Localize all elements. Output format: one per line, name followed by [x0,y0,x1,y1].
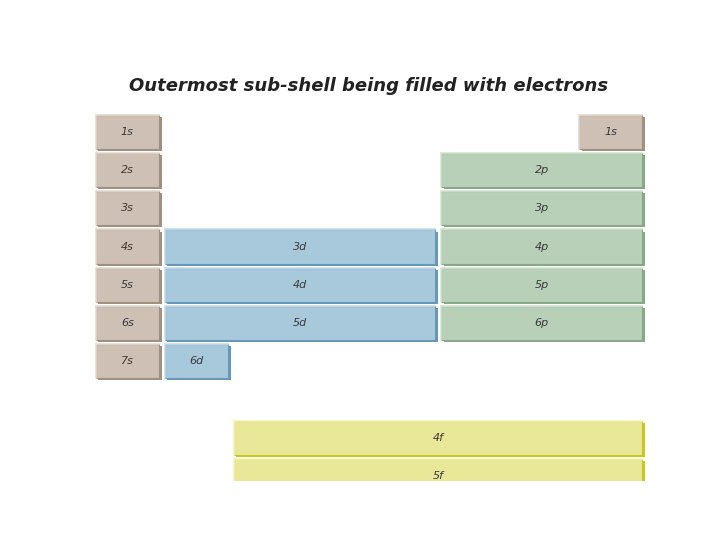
Text: 6s: 6s [121,318,134,328]
FancyBboxPatch shape [99,308,162,342]
Text: 2s: 2s [121,165,134,175]
Text: 5d: 5d [293,318,307,328]
FancyBboxPatch shape [236,461,645,495]
FancyBboxPatch shape [165,230,436,264]
FancyBboxPatch shape [441,191,642,225]
FancyBboxPatch shape [444,308,645,342]
Text: 6p: 6p [534,318,549,328]
FancyBboxPatch shape [96,306,159,340]
FancyBboxPatch shape [96,153,159,187]
FancyBboxPatch shape [441,153,642,187]
FancyBboxPatch shape [165,306,436,340]
FancyBboxPatch shape [96,268,159,302]
FancyBboxPatch shape [579,114,642,149]
Text: 7s: 7s [121,356,134,366]
FancyBboxPatch shape [444,270,645,304]
Text: 4d: 4d [293,280,307,290]
FancyBboxPatch shape [99,117,162,151]
FancyBboxPatch shape [168,270,438,304]
FancyBboxPatch shape [444,232,645,266]
FancyBboxPatch shape [234,421,642,455]
FancyBboxPatch shape [99,155,162,189]
FancyBboxPatch shape [441,268,642,302]
FancyBboxPatch shape [441,306,642,340]
FancyBboxPatch shape [96,114,159,149]
FancyBboxPatch shape [96,191,159,225]
Text: 1s: 1s [121,127,134,137]
FancyBboxPatch shape [236,423,645,457]
FancyBboxPatch shape [99,193,162,227]
Text: 4s: 4s [121,241,134,252]
Text: 6d: 6d [189,356,204,366]
FancyBboxPatch shape [234,459,642,493]
FancyBboxPatch shape [168,308,438,342]
FancyBboxPatch shape [165,268,436,302]
Text: 4p: 4p [534,241,549,252]
FancyBboxPatch shape [99,232,162,266]
Text: 5f: 5f [433,471,444,481]
FancyBboxPatch shape [96,344,159,379]
FancyBboxPatch shape [444,155,645,189]
FancyBboxPatch shape [165,344,228,379]
Text: 3p: 3p [534,203,549,213]
FancyBboxPatch shape [96,230,159,264]
Text: 5p: 5p [534,280,549,290]
FancyBboxPatch shape [168,346,231,380]
FancyBboxPatch shape [99,346,162,380]
Text: 3d: 3d [293,241,307,252]
FancyBboxPatch shape [444,193,645,227]
FancyBboxPatch shape [99,270,162,304]
Text: 1s: 1s [604,127,617,137]
Text: Outermost sub-shell being filled with electrons: Outermost sub-shell being filled with el… [130,77,608,95]
Text: 2p: 2p [534,165,549,175]
Text: 3s: 3s [121,203,134,213]
FancyBboxPatch shape [168,232,438,266]
Text: 4f: 4f [433,433,444,443]
FancyBboxPatch shape [582,117,645,151]
FancyBboxPatch shape [441,230,642,264]
Text: 5s: 5s [121,280,134,290]
